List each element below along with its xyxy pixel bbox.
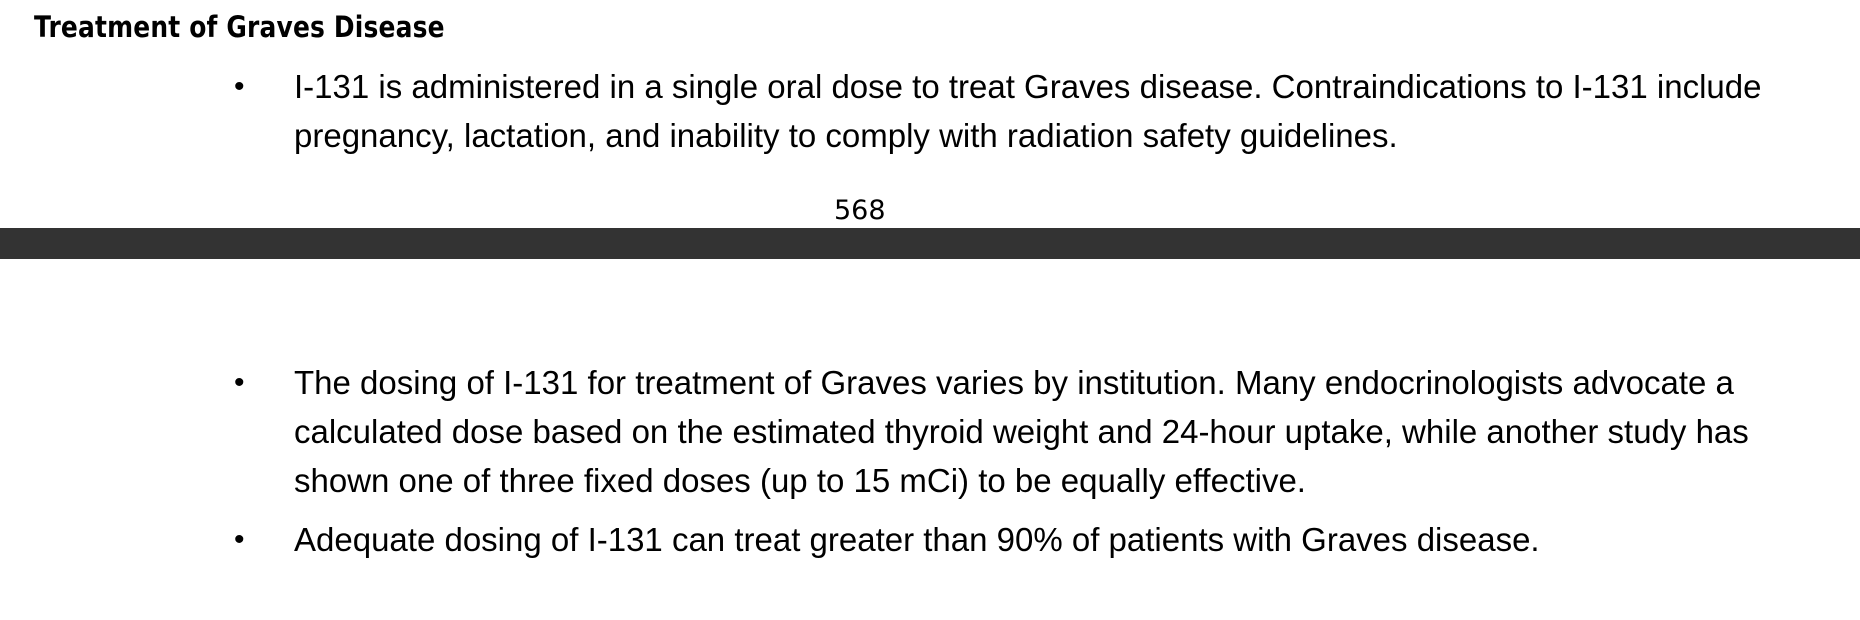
page-number: 568 (834, 195, 886, 226)
bullet-dot-icon: • (234, 70, 245, 103)
bullet-list-lower-page: • The dosing of I-131 for treatment of G… (0, 358, 1764, 564)
bullet-item-i131-efficacy: • Adequate dosing of I-131 can treat gre… (0, 515, 1764, 564)
section-heading: Treatment of Graves Disease (34, 10, 445, 44)
bullet-text: Adequate dosing of I-131 can treat great… (294, 521, 1540, 558)
bullet-text: I-131 is administered in a single oral d… (294, 68, 1762, 154)
bullet-list-upper-page: • I-131 is administered in a single oral… (0, 62, 1764, 160)
bullet-dot-icon: • (234, 366, 245, 399)
page-separator-bar (0, 228, 1860, 259)
bullet-text: The dosing of I-131 for treatment of Gra… (294, 364, 1749, 499)
bullet-item-i131-administration: • I-131 is administered in a single oral… (0, 62, 1764, 160)
bullet-dot-icon: • (234, 523, 245, 556)
bullet-item-i131-dosing: • The dosing of I-131 for treatment of G… (0, 358, 1764, 505)
